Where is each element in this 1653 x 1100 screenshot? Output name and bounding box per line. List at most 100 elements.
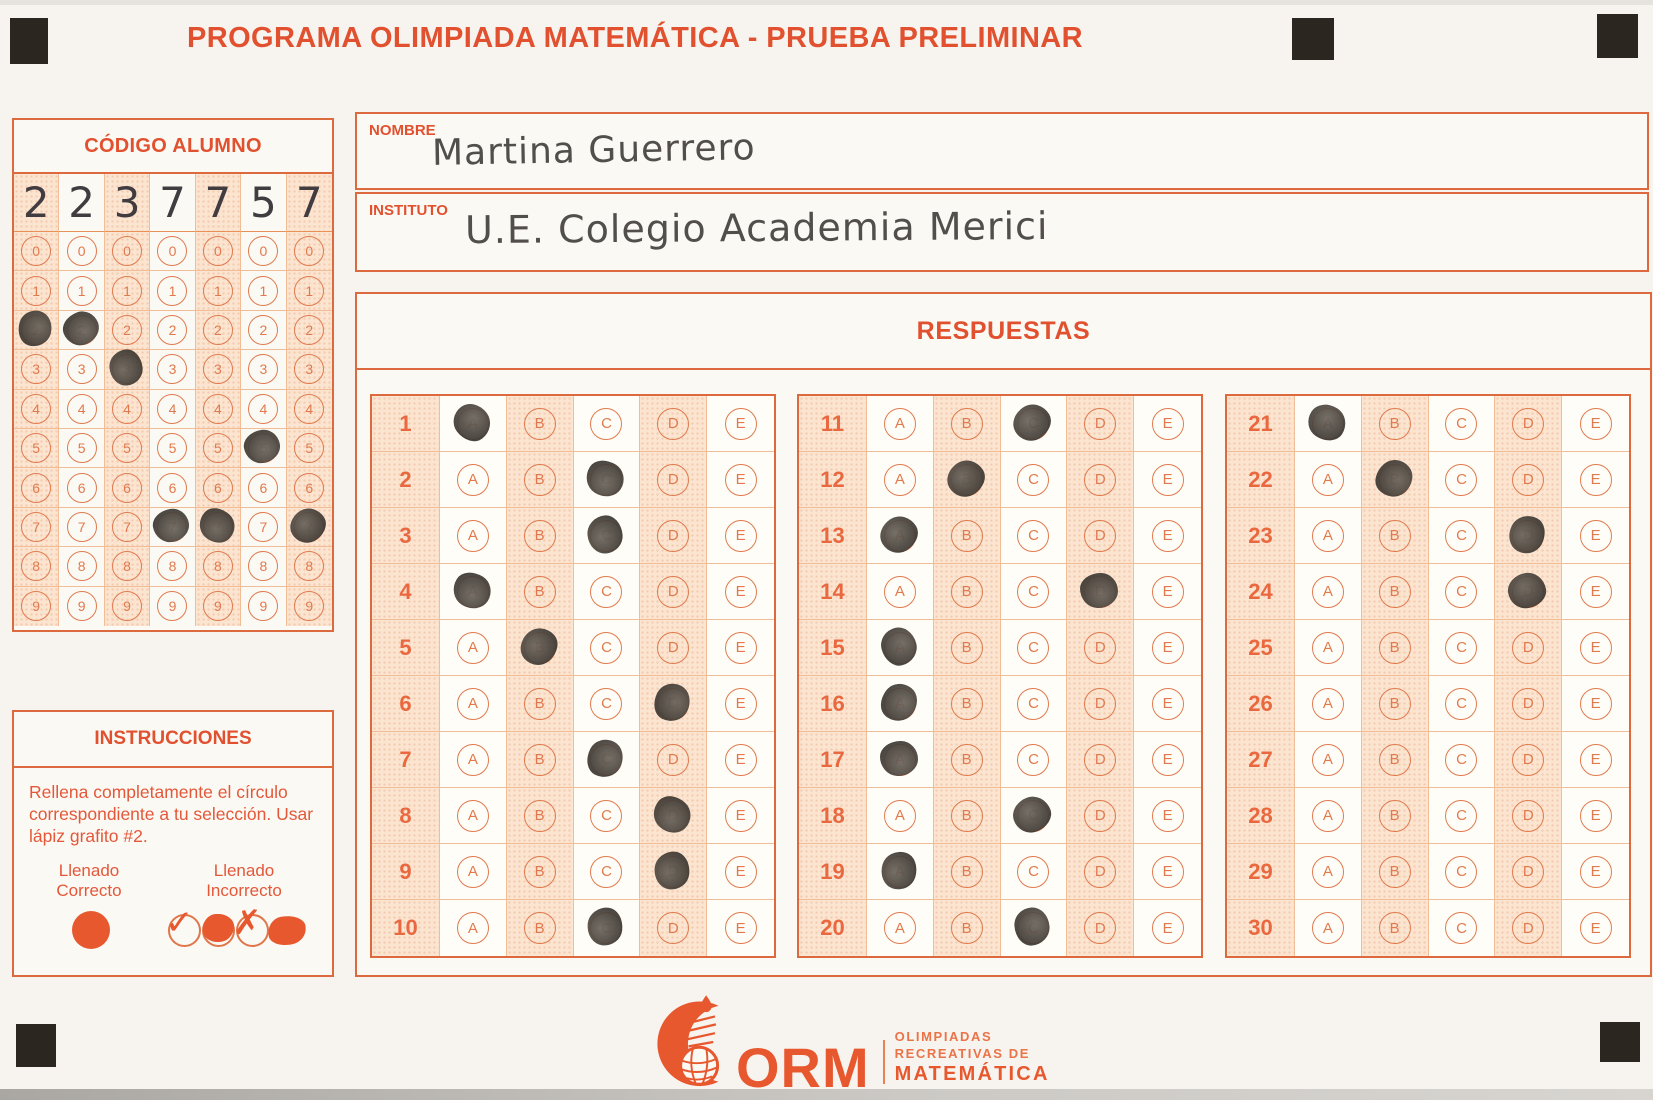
answer-bubble-q29-B[interactable]: B [1378,855,1411,888]
answer-bubble-q10-A[interactable]: A [456,912,489,944]
answer-bubble-q22-B[interactable]: B [1367,452,1420,504]
answer-bubble-q16-E[interactable]: E [1151,687,1184,720]
codigo-bubble-col6-3[interactable]: 3 [248,354,279,385]
answer-bubble-q8-E[interactable]: E [724,799,757,832]
answer-bubble-q24-C[interactable]: C [1445,575,1478,608]
answer-bubble-q13-B[interactable]: B [950,519,983,552]
answer-bubble-q14-C[interactable]: C [1017,575,1050,608]
answer-bubble-q6-D[interactable]: D [648,677,697,727]
codigo-bubble-col7-5[interactable]: 5 [294,433,325,464]
answer-bubble-q28-B[interactable]: B [1378,799,1411,832]
answer-bubble-q5-D[interactable]: D [657,631,690,664]
codigo-bubble-col5-9[interactable]: 9 [202,591,233,622]
codigo-bubble-col2-5[interactable]: 5 [66,433,97,464]
codigo-bubble-col4-4[interactable]: 4 [157,393,188,424]
answer-bubble-q6-C[interactable]: C [590,687,623,720]
codigo-bubble-col7-0[interactable]: 0 [294,236,325,267]
answer-bubble-q25-C[interactable]: C [1445,631,1478,664]
answer-bubble-q5-A[interactable]: A [456,631,489,664]
codigo-bubble-col7-1[interactable]: 1 [294,275,325,306]
codigo-bubble-col2-0[interactable]: 0 [66,236,97,267]
answer-bubble-q7-E[interactable]: E [724,743,757,776]
codigo-bubble-col6-6[interactable]: 6 [248,472,279,503]
answer-bubble-q13-E[interactable]: E [1151,519,1184,552]
answer-bubble-q18-A[interactable]: A [883,799,916,832]
codigo-bubble-col2-2[interactable]: 2 [57,306,104,351]
answer-bubble-q28-D[interactable]: D [1512,799,1545,832]
codigo-bubble-col6-9[interactable]: 9 [248,591,279,622]
codigo-bubble-col6-2[interactable]: 2 [248,314,279,345]
answer-bubble-q17-D[interactable]: D [1084,743,1117,776]
answer-bubble-q19-B[interactable]: B [950,855,983,888]
answer-bubble-q6-B[interactable]: B [523,687,556,720]
answer-bubble-q11-D[interactable]: D [1084,407,1117,440]
codigo-bubble-col6-7[interactable]: 7 [248,511,279,542]
codigo-bubble-col2-3[interactable]: 3 [66,354,97,385]
answer-bubble-q11-E[interactable]: E [1151,407,1184,440]
answer-bubble-q13-A[interactable]: A [873,509,925,559]
codigo-bubble-col4-8[interactable]: 8 [157,551,188,582]
answer-bubble-q18-C[interactable]: C [1008,791,1057,837]
answer-bubble-q14-A[interactable]: A [883,575,916,608]
answer-bubble-q25-E[interactable]: E [1579,631,1612,664]
answer-bubble-q10-B[interactable]: B [523,912,556,944]
answer-bubble-q22-C[interactable]: C [1445,463,1478,496]
answer-bubble-q30-B[interactable]: B [1378,912,1411,944]
codigo-bubble-col3-8[interactable]: 8 [112,551,143,582]
answer-bubble-q16-A[interactable]: A [873,676,925,728]
answer-bubble-q6-E[interactable]: E [724,687,757,720]
answer-bubble-q24-A[interactable]: A [1311,575,1344,608]
answer-bubble-q14-B[interactable]: B [950,575,983,608]
answer-bubble-q11-C[interactable]: C [1007,397,1058,447]
codigo-bubble-col5-6[interactable]: 6 [202,472,233,503]
answer-bubble-q3-E[interactable]: E [724,519,757,552]
answer-bubble-q16-C[interactable]: C [1017,687,1050,720]
answer-bubble-q20-D[interactable]: D [1084,912,1117,944]
codigo-bubble-col1-7[interactable]: 7 [21,511,52,542]
answer-bubble-q19-C[interactable]: C [1017,855,1050,888]
codigo-bubble-col3-3[interactable]: 3 [108,348,145,388]
answer-bubble-q9-A[interactable]: A [456,855,489,888]
answer-bubble-q16-D[interactable]: D [1084,687,1117,720]
answer-bubble-q20-B[interactable]: B [950,912,983,944]
answer-bubble-q7-B[interactable]: B [523,743,556,776]
answer-bubble-q27-E[interactable]: E [1579,743,1612,776]
answer-bubble-q1-B[interactable]: B [523,407,556,440]
codigo-bubble-col2-6[interactable]: 6 [66,472,97,503]
answer-bubble-q12-A[interactable]: A [883,463,916,496]
answer-bubble-q2-A[interactable]: A [456,463,489,496]
codigo-bubble-col3-6[interactable]: 6 [112,472,143,503]
answer-bubble-q17-C[interactable]: C [1017,743,1050,776]
answer-bubble-q3-B[interactable]: B [523,519,556,552]
codigo-bubble-col7-9[interactable]: 9 [294,591,325,622]
codigo-bubble-col3-9[interactable]: 9 [112,591,143,622]
answer-bubble-q9-C[interactable]: C [590,855,623,888]
answer-bubble-q13-C[interactable]: C [1017,519,1050,552]
answer-bubble-q5-C[interactable]: C [590,631,623,664]
answer-bubble-q30-D[interactable]: D [1512,912,1545,944]
answer-bubble-q21-E[interactable]: E [1579,407,1612,440]
answer-bubble-q27-D[interactable]: D [1512,743,1545,776]
answer-bubble-q23-D[interactable]: D [1502,509,1552,559]
answer-bubble-q1-E[interactable]: E [724,407,757,440]
codigo-bubble-col5-2[interactable]: 2 [202,314,233,345]
answer-bubble-q12-B[interactable]: B [940,453,991,503]
answer-bubble-q5-B[interactable]: B [512,620,565,672]
codigo-bubble-col5-4[interactable]: 4 [202,393,233,424]
answer-bubble-q7-A[interactable]: A [456,743,489,776]
codigo-bubble-col3-0[interactable]: 0 [112,236,143,267]
codigo-bubble-col4-9[interactable]: 9 [157,591,188,622]
codigo-bubble-col4-3[interactable]: 3 [157,354,188,385]
answer-bubble-q21-B[interactable]: B [1378,407,1411,440]
answer-bubble-q23-C[interactable]: C [1445,519,1478,552]
codigo-bubble-col4-0[interactable]: 0 [157,236,188,267]
answer-bubble-q18-E[interactable]: E [1151,799,1184,832]
answer-bubble-q21-D[interactable]: D [1512,407,1545,440]
answer-bubble-q2-C[interactable]: C [580,453,631,503]
codigo-bubble-col7-6[interactable]: 6 [294,472,325,503]
answer-bubble-q5-E[interactable]: E [724,631,757,664]
answer-bubble-q21-C[interactable]: C [1445,407,1478,440]
answer-bubble-q27-C[interactable]: C [1445,743,1478,776]
answer-bubble-q29-E[interactable]: E [1579,855,1612,888]
answer-bubble-q4-E[interactable]: E [724,575,757,608]
